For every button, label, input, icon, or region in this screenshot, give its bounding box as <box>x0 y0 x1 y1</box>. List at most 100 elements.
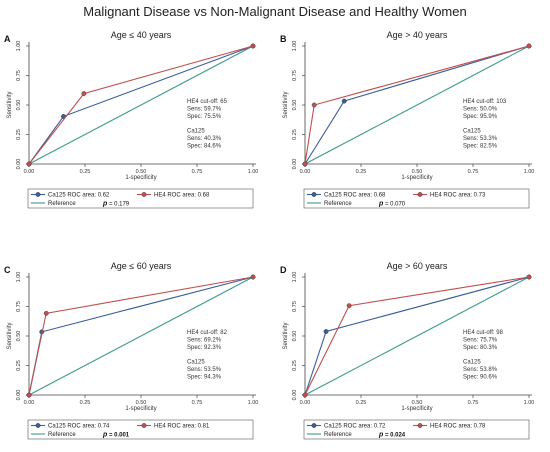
annotation-line: Spec: 95.9% <box>463 114 498 120</box>
y-tick-label: 0.25 <box>16 360 22 371</box>
chart-panel-b: B Age > 40 years 0.00 0.25 0.50 0.75 1.00 0.00 0… <box>280 30 535 209</box>
y-tick-label: 0.25 <box>292 129 298 140</box>
legend-marker-ca125 <box>35 423 41 428</box>
legend-marker-ca125 <box>35 192 41 197</box>
x-tick-label: 0.50 <box>412 400 423 406</box>
annotation-line: Sens: 53.3% <box>463 136 498 142</box>
x-tick-label: 0.50 <box>136 400 147 406</box>
he4-point <box>526 43 532 49</box>
annotation-line: Sens: 53.8% <box>463 367 498 373</box>
annotation-line: Sens: 69.2% <box>187 337 222 343</box>
reference-line <box>28 276 254 396</box>
legend-label-ca125: Ca125 ROC area: 0.62 <box>48 193 110 199</box>
x-axis-label: 1-specificity <box>401 175 432 181</box>
p-value-text: = 0.179 <box>107 202 130 208</box>
x-tick-label: 0.25 <box>80 169 91 175</box>
annotation-line: HE4 cut-off: 98 <box>463 330 504 336</box>
p-value: p = 0.179 <box>102 201 130 208</box>
legend: Ca125 ROC area: 0.68 HE4 ROC area: 0.73 Re… <box>303 188 530 209</box>
x-tick-label: 0.75 <box>192 169 203 175</box>
p-value-text: = 0.070 <box>383 202 406 208</box>
he4-point <box>81 91 87 96</box>
annotation-line: Spec: 92.3% <box>187 345 222 351</box>
y-tick-label: 0.00 <box>292 390 298 401</box>
annotation-line: Spec: 90.6% <box>463 374 498 380</box>
he4-point <box>302 161 308 167</box>
y-tick-label: 1.00 <box>16 41 22 52</box>
legend: Ca125 ROC area: 0.72 HE4 ROC area: 0.78 Re… <box>303 419 530 440</box>
annotation-line: Sens: 75.7% <box>463 337 498 343</box>
legend-label-he4: HE4 ROC area: 0.78 <box>430 424 486 430</box>
annotation-line: Ca125 <box>463 129 481 135</box>
he4-point <box>26 161 32 167</box>
p-symbol: p <box>102 201 108 208</box>
he4-point <box>526 274 532 280</box>
panel-letter: D <box>280 265 287 275</box>
x-tick-label: 0.00 <box>300 400 311 406</box>
legend-box <box>303 419 530 440</box>
x-tick-label: 0.50 <box>136 169 147 175</box>
panel-title: Age > 40 years <box>387 30 448 40</box>
y-tick-label: 0.75 <box>16 70 22 81</box>
x-tick-label: 0.75 <box>468 400 479 406</box>
p-value: p = 0.001 <box>102 432 130 439</box>
y-axis-label: Sensitivity <box>283 91 289 118</box>
chart-panel-a: A Age ≤ 40 years 0.00 0.25 0.50 0.75 1.00 0.00 0… <box>4 30 259 209</box>
x-tick-label: 0.25 <box>80 400 91 406</box>
panel-letter: A <box>4 34 11 44</box>
y-axis-label: Sensitivity <box>7 322 13 349</box>
panel-letter: B <box>280 34 287 44</box>
x-tick-label: 1.00 <box>524 169 535 175</box>
y-tick-label: 0.75 <box>16 301 22 312</box>
he4-point <box>311 102 317 108</box>
x-tick-label: 0.50 <box>412 169 423 175</box>
annotation-line: Spec: 94.3% <box>187 374 222 380</box>
annotation-line: Ca125 <box>187 129 205 135</box>
p-value: p = 0.024 <box>378 432 406 439</box>
x-tick-label: 1.00 <box>524 400 535 406</box>
panel-title: Age ≤ 40 years <box>111 30 172 40</box>
x-tick-label: 0.00 <box>24 400 35 406</box>
legend-marker-he4 <box>141 192 147 197</box>
x-tick-label: 0.75 <box>468 169 479 175</box>
annotation-line: HE4 cut-off: 65 <box>187 99 228 105</box>
x-axis-label: 1-specificity <box>401 406 432 412</box>
p-symbol: p <box>378 432 384 439</box>
legend-label-he4: HE4 ROC area: 0.81 <box>154 424 210 430</box>
annotation-line: Sens: 59.7% <box>187 106 222 112</box>
x-tick-label: 0.75 <box>192 400 203 406</box>
y-tick-label: 0.50 <box>16 100 22 111</box>
chart-panel-c: C Age ≤ 60 years 0.00 0.25 0.50 0.75 1.00 0.00 0… <box>4 261 258 440</box>
he4-point <box>346 303 352 309</box>
he4-point <box>302 392 308 398</box>
y-tick-label: 1.00 <box>292 41 298 52</box>
legend-label-he4: HE4 ROC area: 0.73 <box>430 193 486 199</box>
legend: Ca125 ROC area: 0.62 HE4 ROC area: 0.68 Re… <box>27 188 254 209</box>
panel-letter: C <box>4 265 11 275</box>
legend: Ca125 ROC area: 0.74 HE4 ROC area: 0.81 Re… <box>27 419 254 440</box>
x-tick-label: 1.00 <box>248 169 259 175</box>
legend-marker-he4 <box>417 423 423 428</box>
legend-label-reference: Reference <box>324 432 352 438</box>
y-tick-label: 0.00 <box>16 390 22 401</box>
he4-point <box>250 43 256 49</box>
y-tick-label: 0.50 <box>16 331 22 342</box>
x-tick-label: 0.00 <box>24 169 35 175</box>
x-tick-label: 0.25 <box>356 169 367 175</box>
panel-title: Age ≤ 60 years <box>111 261 172 271</box>
legend-marker-ca125 <box>311 423 317 428</box>
x-tick-label: 0.00 <box>300 169 311 175</box>
y-axis-label: Sensitivity <box>283 322 289 349</box>
legend-label-ca125: Ca125 ROC area: 0.74 <box>48 424 110 430</box>
figure-title: Malignant Disease vs Non-Malignant Disea… <box>83 4 467 19</box>
annotation-line: Sens: 50.0% <box>463 106 498 112</box>
y-tick-label: 0.75 <box>292 70 298 81</box>
legend-box <box>27 188 254 209</box>
he4-point <box>250 274 256 280</box>
reference-line <box>28 45 254 165</box>
